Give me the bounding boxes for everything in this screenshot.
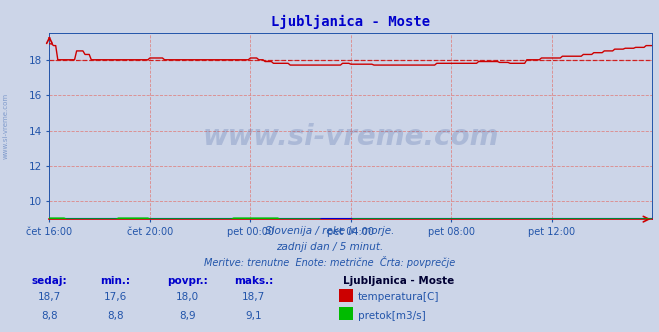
Text: min.:: min.: <box>100 276 130 286</box>
Text: Ljubljanica - Moste: Ljubljanica - Moste <box>343 276 454 286</box>
Text: zadnji dan / 5 minut.: zadnji dan / 5 minut. <box>276 242 383 252</box>
Text: 9,1: 9,1 <box>245 311 262 321</box>
Text: www.si-vreme.com: www.si-vreme.com <box>203 123 499 151</box>
Text: temperatura[C]: temperatura[C] <box>358 292 440 302</box>
Text: Slovenija / reke in morje.: Slovenija / reke in morje. <box>265 226 394 236</box>
Text: 18,7: 18,7 <box>38 292 61 302</box>
Text: pretok[m3/s]: pretok[m3/s] <box>358 311 426 321</box>
Text: 18,7: 18,7 <box>242 292 266 302</box>
Text: 8,8: 8,8 <box>41 311 58 321</box>
Text: www.si-vreme.com: www.si-vreme.com <box>2 93 9 159</box>
Title: Ljubljanica - Moste: Ljubljanica - Moste <box>272 15 430 29</box>
Text: povpr.:: povpr.: <box>167 276 208 286</box>
Text: sedaj:: sedaj: <box>32 276 67 286</box>
Text: maks.:: maks.: <box>234 276 273 286</box>
Text: 18,0: 18,0 <box>176 292 200 302</box>
Text: 8,9: 8,9 <box>179 311 196 321</box>
Text: 8,8: 8,8 <box>107 311 124 321</box>
Text: 17,6: 17,6 <box>103 292 127 302</box>
Text: Meritve: trenutne  Enote: metrične  Črta: povprečje: Meritve: trenutne Enote: metrične Črta: … <box>204 256 455 268</box>
